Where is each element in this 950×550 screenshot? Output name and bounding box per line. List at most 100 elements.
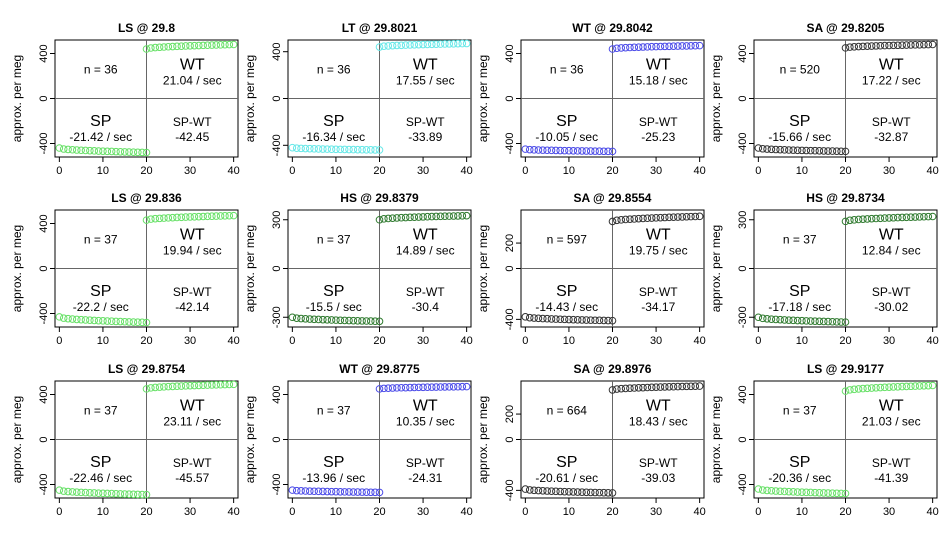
data-point [613,216,621,225]
sp-wt-diff: -33.89 [408,130,442,144]
data-point [552,487,560,496]
panel-title: WT @ 29.8775 [339,362,420,376]
data-point [393,214,401,222]
y-tick-label: 0 [38,95,50,101]
data-point [401,213,410,222]
data-point [647,383,656,392]
data-point [199,41,207,50]
data-point [547,146,556,155]
data-point [68,488,77,496]
wt-rate: 23.11 / sec [163,414,221,428]
y-tick-label: -400 [504,308,516,330]
data-point [133,490,142,499]
data-point [414,213,423,221]
sp-wt-label: SP-WT [872,456,911,470]
data-point [815,317,824,326]
data-point [695,212,704,221]
data-point [599,316,608,325]
data-point [441,40,449,48]
data-point [366,488,375,497]
data-point [652,42,660,51]
data-point [798,488,806,496]
data-point [112,489,120,498]
panel-title: LS @ 29.8754 [108,362,185,376]
data-point [893,213,902,222]
y-tick-label: 0 [504,265,516,271]
data-point [375,385,384,393]
data-point [687,382,695,391]
data-point [691,212,700,221]
data-point [811,146,819,155]
x-tick-label: 30 [417,335,429,347]
y-tick-label: 400 [38,214,50,232]
x-tick-label: 0 [522,506,528,518]
data-point [380,215,388,223]
n-count: n = 664 [547,403,588,417]
y-axis-label: approx. per meg [476,55,490,142]
data-point [419,40,427,49]
sp-wt-diff: -39.03 [641,471,675,485]
data-point [525,313,534,322]
data-point [560,315,569,324]
data-point [902,213,911,222]
x-tick-label: 0 [522,165,528,177]
data-point [626,384,634,392]
data-point [319,315,327,324]
data-point [841,387,850,395]
data-point [362,145,371,154]
data-point [832,147,841,156]
x-tick-label: 0 [56,506,62,518]
data-point [353,145,362,154]
data-point [366,317,375,325]
data-point [305,315,314,323]
data-point [384,384,393,392]
data-point [190,41,199,50]
data-point [678,42,687,50]
data-point [604,316,612,325]
data-point [454,212,462,220]
data-point [691,41,700,50]
panel-title: HS @ 29.8379 [340,191,419,205]
data-point [349,145,358,154]
data-point [543,487,551,495]
data-point [889,213,898,222]
x-tick-label: 30 [184,335,196,347]
data-point [556,315,565,324]
data-point [850,216,859,224]
data-point [780,487,789,496]
data-point [920,381,928,390]
data-point [445,212,454,220]
chart-panel-2: LT @ 29.8021 0 10 20 30 40 -400 0 400 approx. per… [243,21,473,177]
data-point [133,148,142,157]
x-tick-label: 0 [289,506,295,518]
data-point [427,383,436,391]
data-point [375,215,384,224]
data-point [103,317,112,325]
data-point [569,315,578,324]
data-point [68,145,77,154]
data-point [599,147,608,156]
n-count: n = 37 [84,232,118,246]
x-tick-label: 30 [883,506,895,518]
data-point [336,487,345,496]
panel-title: SA @ 29.8205 [807,21,885,35]
data-point [793,488,802,496]
data-point [340,488,349,496]
data-point [164,382,173,391]
data-point [384,42,393,50]
data-point [292,314,301,322]
data-point [125,148,133,156]
data-point [617,384,626,393]
data-point [340,316,349,325]
y-tick-label: 0 [504,436,516,442]
data-point [397,41,406,50]
data-point [780,146,789,154]
data-point [837,489,845,498]
x-tick-label: 40 [927,335,939,347]
x-tick-label: 20 [839,506,851,518]
data-point [406,383,414,392]
y-tick-label: -400 [271,473,283,495]
data-point [854,42,863,51]
chart-panel-11: SA @ 29.8976 0 10 20 30 40 -400 0 200 approx. per… [476,362,706,518]
x-tick-label: 40 [694,506,706,518]
